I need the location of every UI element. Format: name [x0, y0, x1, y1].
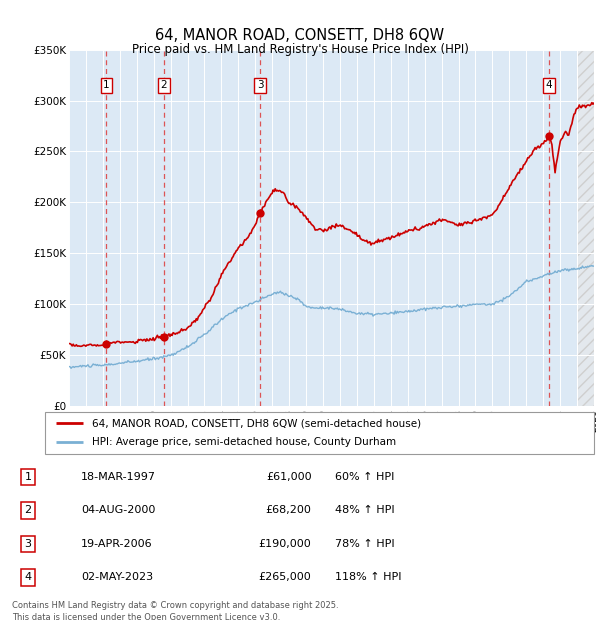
FancyBboxPatch shape [45, 412, 594, 454]
Text: £190,000: £190,000 [259, 539, 311, 549]
Text: 4: 4 [545, 80, 552, 91]
Text: 18-MAR-1997: 18-MAR-1997 [81, 472, 156, 482]
Text: 2: 2 [25, 505, 32, 515]
Text: 1: 1 [25, 472, 32, 482]
Text: 60% ↑ HPI: 60% ↑ HPI [335, 472, 394, 482]
Bar [577, 50, 594, 406]
Text: Contains HM Land Registry data © Crown copyright and database right 2025.
This d: Contains HM Land Registry data © Crown c… [12, 601, 338, 620]
Text: 64, MANOR ROAD, CONSETT, DH8 6QW: 64, MANOR ROAD, CONSETT, DH8 6QW [155, 28, 445, 43]
Text: 78% ↑ HPI: 78% ↑ HPI [335, 539, 394, 549]
Text: 02-MAY-2023: 02-MAY-2023 [81, 572, 153, 582]
Bar [577, 50, 594, 406]
Text: £61,000: £61,000 [266, 472, 311, 482]
Text: HPI: Average price, semi-detached house, County Durham: HPI: Average price, semi-detached house,… [92, 438, 396, 448]
Text: £68,200: £68,200 [266, 505, 311, 515]
Text: 04-AUG-2000: 04-AUG-2000 [81, 505, 155, 515]
Text: 118% ↑ HPI: 118% ↑ HPI [335, 572, 401, 582]
Text: 64, MANOR ROAD, CONSETT, DH8 6QW (semi-detached house): 64, MANOR ROAD, CONSETT, DH8 6QW (semi-d… [92, 418, 421, 428]
Text: Price paid vs. HM Land Registry's House Price Index (HPI): Price paid vs. HM Land Registry's House … [131, 43, 469, 56]
Text: 19-APR-2006: 19-APR-2006 [81, 539, 153, 549]
Text: 4: 4 [25, 572, 32, 582]
Text: 3: 3 [25, 539, 32, 549]
Text: 1: 1 [103, 80, 110, 91]
Text: 3: 3 [257, 80, 263, 91]
Text: £265,000: £265,000 [259, 572, 311, 582]
Text: 48% ↑ HPI: 48% ↑ HPI [335, 505, 394, 515]
Text: 2: 2 [160, 80, 167, 91]
